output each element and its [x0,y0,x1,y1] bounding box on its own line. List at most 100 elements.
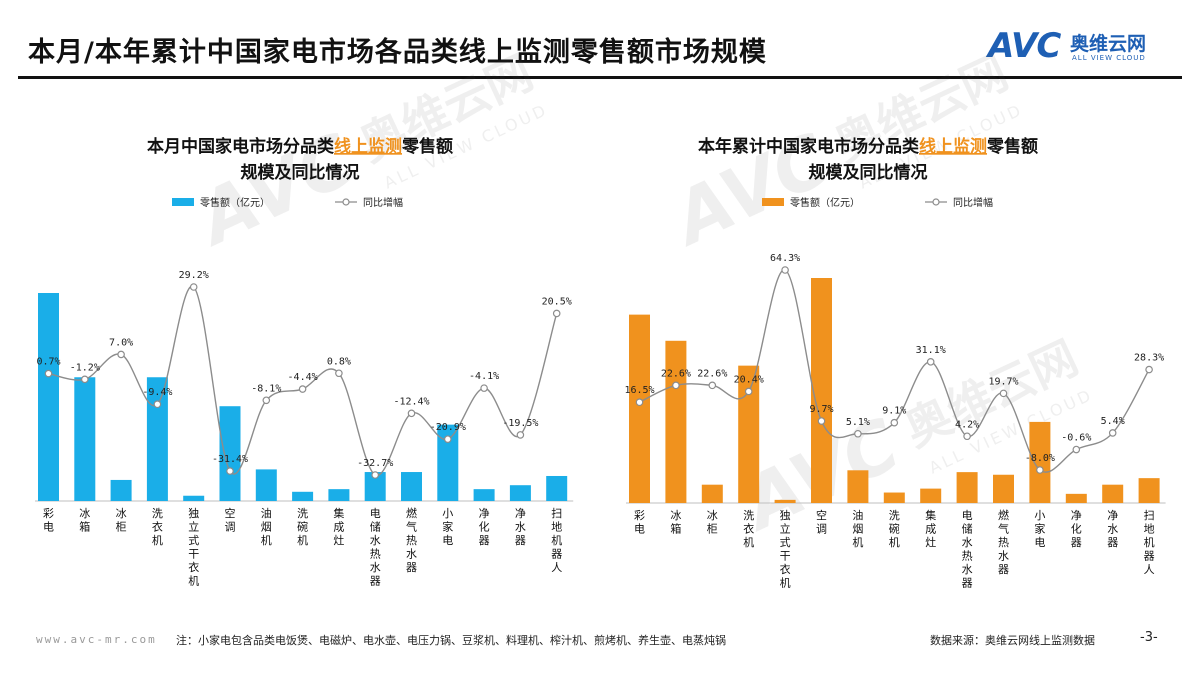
category-label: 小家电 [442,507,453,547]
legend-bar-label: 零售额（亿元） [790,196,860,209]
growth-data-label: -31.4% [212,454,248,465]
category-label: 扫地机器人 [551,507,562,574]
category-label: 冰箱 [79,507,90,534]
bar [219,406,241,501]
category-label: 电储水热水器 [370,507,381,588]
category-label: 扫地机器人 [1144,509,1155,576]
growth-data-label: 5.1% [846,417,870,428]
category-label: 净化器 [479,506,490,547]
bar [1029,421,1051,503]
growth-point [189,283,198,291]
title-divider [18,76,1182,79]
category-label: 洗碗机 [889,509,900,549]
growth-point [999,389,1008,398]
growth-point [1036,466,1044,474]
page-title: 本月/本年累计中国家电市场各品类线上监测零售额市场规模 [28,37,767,68]
category-label: 独立式干衣机 [780,509,791,590]
bar [993,474,1014,503]
growth-point [298,385,307,393]
legend-line-marker [932,198,940,206]
growth-data-label: -8.0% [1025,453,1055,464]
legend-bar-swatch [762,198,784,206]
growth-data-label: 31.1% [916,345,946,356]
growth-data-label: -32.7% [357,458,393,469]
growth-data-label: -9.4% [142,387,172,398]
growth-data-label: 19.7% [988,376,1018,387]
growth-point [926,358,935,366]
category-label: 彩电 [43,507,54,534]
growth-point [407,409,416,418]
growth-data-label: 4.2% [955,419,979,430]
category-label: 彩电 [634,509,645,536]
category-label: 冰箱 [670,509,681,536]
growth-point [672,381,680,390]
growth-point [443,435,452,443]
legend-line-label: 同比增幅 [953,196,993,209]
bar [509,485,531,501]
growth-point [226,467,234,475]
category-label: 油烟机 [852,508,863,549]
growth-data-label: 22.6% [697,368,727,379]
bar [473,489,495,501]
bar [546,475,568,501]
growth-data-label: 29.2% [179,270,209,281]
footer-url: www.avc-mr.com [36,633,157,646]
bar [629,314,650,503]
avc-logo: AVC 奥维云网 ALL VIEW CLOUD [988,26,1168,74]
bar [146,377,168,501]
bar [1138,478,1160,503]
growth-point [635,398,644,407]
bar [1065,493,1087,503]
category-label: 空调 [816,508,827,536]
growth-data-label: -19.5% [502,418,538,429]
chart-title-prefix: 本年累计中国家电市场分品类 [698,136,920,157]
chart-title-line2: 规模及同比情况 [241,162,360,183]
bar [847,470,869,503]
growth-point [817,417,826,425]
category-label: 冰柜 [116,507,127,534]
bar [956,472,978,503]
growth-data-label: 28.3% [1134,353,1164,364]
growth-data-label: -4.1% [469,371,499,382]
chart-title-highlight: 线上监测 [919,136,987,157]
bar [701,484,723,503]
bar [110,479,132,501]
growth-data-label: 20.5% [542,296,572,307]
category-label: 集成灶 [925,508,936,549]
growth-point [744,387,753,396]
category-label: 燃气热水器 [406,506,417,574]
category-label: 净水器 [1107,508,1118,549]
growth-point [153,400,162,409]
growth-point [44,369,53,378]
bar [255,469,277,501]
growth-point [81,375,89,384]
chart-title-suffix: 零售额 [986,136,1038,157]
legend-bar-label: 零售额（亿元） [200,196,270,209]
growth-data-label: 5.4% [1101,416,1125,427]
category-label: 油烟机 [261,506,272,547]
growth-data-label: -0.6% [1061,433,1091,444]
bar [74,377,96,501]
growth-data-label: -1.2% [70,362,100,373]
logo-mark: AVC [988,26,1061,66]
bar [183,495,205,501]
bar [920,488,942,503]
category-label: 净水器 [515,506,526,547]
category-label: 独立式干衣机 [188,507,199,588]
growth-data-label: 64.3% [770,253,800,264]
bar [292,491,314,501]
bar [738,365,760,503]
growth-point [480,384,488,392]
growth-point [117,350,125,359]
logo-cn-text: 奥维云网 [1070,33,1147,55]
growth-data-label: 9.1% [882,406,906,417]
legend-bar-swatch [172,198,194,206]
growth-data-label: 0.7% [36,357,60,368]
growth-point [1145,365,1153,374]
growth-data-label: 16.5% [624,385,654,396]
bar [437,424,459,501]
growth-point [854,429,862,438]
growth-data-label: 20.4% [734,374,764,385]
bar [883,492,905,503]
